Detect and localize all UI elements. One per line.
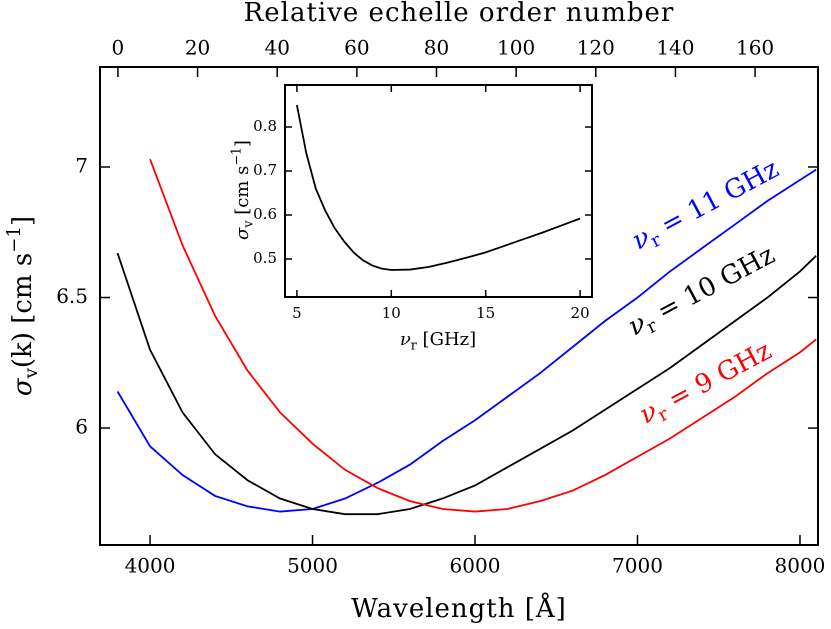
x2-tick-label: 60 bbox=[344, 36, 369, 60]
y-axis-label: σv(k) [cm s−1] bbox=[4, 216, 42, 396]
x-tick-label: 10 bbox=[382, 304, 401, 322]
x-tick-label: 5000 bbox=[287, 554, 338, 578]
x-axis-label-sub: r bbox=[411, 337, 418, 352]
x-tick-label: 7000 bbox=[612, 554, 663, 578]
y-axis-label-sup: −1 bbox=[4, 226, 25, 253]
x-tick-label: 20 bbox=[571, 304, 590, 322]
x-tick-label: 4000 bbox=[125, 554, 176, 578]
x2-tick-label: 160 bbox=[736, 36, 774, 60]
x2-tick-label: 20 bbox=[185, 36, 210, 60]
x-tick-label: 8000 bbox=[775, 554, 826, 578]
frame bbox=[284, 84, 593, 298]
y-tick-label: 0.5 bbox=[253, 249, 277, 267]
x-tick-label: 6000 bbox=[450, 554, 501, 578]
y-axis-label: σv [cm s−1] bbox=[228, 140, 255, 240]
y-tick-label: 7 bbox=[75, 153, 88, 177]
x2-tick-label: 140 bbox=[656, 36, 694, 60]
data-line bbox=[149, 158, 817, 513]
x-tick-label: 15 bbox=[476, 304, 495, 322]
x-axis-label: Wavelength [Å] bbox=[351, 592, 567, 624]
y-tick-label: 0.8 bbox=[253, 117, 277, 135]
x2-tick-label: 80 bbox=[424, 36, 449, 60]
x-tick-label: 5 bbox=[292, 304, 302, 322]
y-axis-label-main: σ bbox=[232, 227, 253, 240]
frame bbox=[99, 66, 819, 546]
y-axis-label-main: σ bbox=[8, 377, 38, 396]
y-axis-label-end: ] bbox=[8, 216, 38, 226]
data-line bbox=[116, 252, 817, 516]
y-tick-label: 6.5 bbox=[56, 284, 88, 308]
y-tick-label: 0.6 bbox=[253, 205, 277, 223]
y-axis-label-rest: (k) [cm s bbox=[8, 253, 38, 368]
x2-axis-label: Relative echelle order number bbox=[244, 0, 675, 28]
y-tick-label: 6 bbox=[75, 415, 88, 439]
y-axis-label-sub: v bbox=[21, 367, 42, 379]
x2-tick-label: 0 bbox=[112, 36, 125, 60]
x-axis-label: νr [GHz] bbox=[400, 329, 476, 352]
x-axis-label-main: ν bbox=[400, 329, 411, 350]
x-axis-label-rest: [GHz] bbox=[417, 329, 476, 350]
y-axis-label-sup: −1 bbox=[228, 147, 243, 166]
x2-tick-label: 120 bbox=[577, 36, 615, 60]
plot bbox=[296, 104, 581, 271]
x2-tick-label: 100 bbox=[497, 36, 535, 60]
x2-tick-label: 40 bbox=[264, 36, 289, 60]
data-line bbox=[116, 168, 817, 513]
y-axis-label-rest: [cm s bbox=[232, 166, 253, 221]
inset-chart: 0.5 0.6 0.7 0.8 5 10 15 20 νr [GHz] σv [cm s−1] bbox=[228, 84, 593, 352]
y-axis-label-sub: v bbox=[240, 220, 255, 229]
y-tick-label: 0.7 bbox=[253, 161, 277, 179]
plot-area bbox=[285, 85, 592, 297]
y-axis-label-end: ] bbox=[232, 140, 253, 147]
data-line bbox=[296, 104, 581, 271]
